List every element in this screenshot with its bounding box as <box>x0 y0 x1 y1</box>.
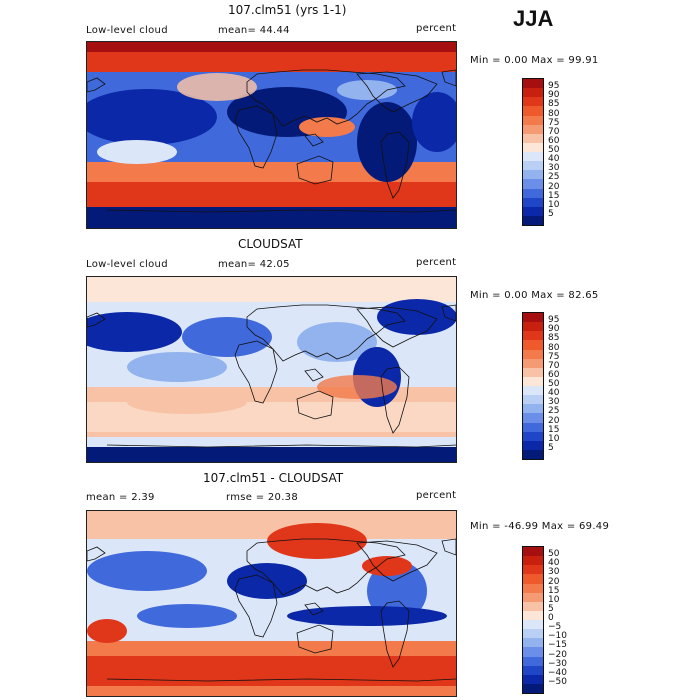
colorbar-tick-label: 20 <box>548 181 560 192</box>
colorbar-tick-label: 75 <box>548 351 560 362</box>
colorbar-tick-label: 80 <box>548 108 560 119</box>
colorbar-tick-label: 40 <box>548 558 560 569</box>
panel-rmse-diff: rmse = 20.38 <box>226 492 299 503</box>
panel-mean-model: mean= 44.44 <box>218 25 290 36</box>
map-model <box>86 41 457 229</box>
colorbar-tick-label: 5 <box>548 442 554 453</box>
colorbar-tick-label: 5 <box>548 603 554 614</box>
colorbar-tick-label: 10 <box>548 433 560 444</box>
minmax-model: Min = 0.00 Max = 99.91 <box>470 55 599 66</box>
minmax-diff: Min = -46.99 Max = 69.49 <box>470 521 610 532</box>
panel-units-model: percent <box>416 23 457 34</box>
panel-units-diff: percent <box>416 490 457 501</box>
colorbar-tick-label: 25 <box>548 406 560 417</box>
panel-units-obs: percent <box>416 257 457 268</box>
colorbar-tick-label: 75 <box>548 117 560 128</box>
colorbar-tick-label: −10 <box>548 631 567 642</box>
colorbar-tick-label: −40 <box>548 667 567 678</box>
colorbar-tick-label: −50 <box>548 676 567 687</box>
panel-title-obs: CLOUDSAT <box>238 237 303 251</box>
colorbar-tick-label: −30 <box>548 658 567 669</box>
colorbar-tick-label: −15 <box>548 640 567 651</box>
colorbar-model <box>522 78 544 226</box>
colorbar-tick-label: 80 <box>548 342 560 353</box>
colorbar-tick-label: 15 <box>548 424 560 435</box>
colorbar-tick-label: 50 <box>548 145 560 155</box>
colorbar-tick-label: 85 <box>548 333 560 344</box>
minmax-obs: Min = 0.00 Max = 82.65 <box>470 290 599 301</box>
colorbar-tick-label: 5 <box>548 208 554 219</box>
colorbar-tick-label: 90 <box>548 324 560 335</box>
colorbar-tick-label: 15 <box>548 585 560 596</box>
colorbar-tick-label: 30 <box>548 163 560 174</box>
colorbar-tick-label: 10 <box>548 199 560 210</box>
colorbar-tick-label: 85 <box>548 99 560 110</box>
colorbar-tick-label: −5 <box>548 622 562 633</box>
colorbar-tick-label: 90 <box>548 90 560 101</box>
colorbar-tick-label: 50 <box>548 379 560 389</box>
colorbar-diff <box>522 546 544 694</box>
colorbar-tick-label: 40 <box>548 154 560 165</box>
panel-left-label-model: Low-level cloud <box>86 25 168 36</box>
colorbar-tick-label: 25 <box>548 172 560 183</box>
colorbar-tick-label: 60 <box>548 369 560 380</box>
colorbar-tick-label: 30 <box>548 567 560 578</box>
colorbar-tick-label: 20 <box>548 415 560 426</box>
panel-mean-obs: mean= 42.05 <box>218 259 290 270</box>
colorbar-tick-label: 70 <box>548 126 560 137</box>
colorbar-tick-label: 0 <box>548 613 554 623</box>
panel-title-model: 107.clm51 (yrs 1-1) <box>228 3 347 17</box>
map-diff <box>86 510 457 697</box>
colorbar-tick-label: 15 <box>548 190 560 201</box>
colorbar-tick-label: 70 <box>548 360 560 371</box>
map-obs <box>86 276 457 463</box>
colorbar-tick-label: 60 <box>548 135 560 146</box>
colorbar-tick-label: −20 <box>548 649 567 660</box>
colorbar-obs <box>522 312 544 460</box>
panel-mean-diff: mean = 2.39 <box>86 492 155 503</box>
panel-left-label-obs: Low-level cloud <box>86 259 168 270</box>
colorbar-tick-label: 50 <box>548 549 560 560</box>
colorbar-tick-label: 10 <box>548 594 560 605</box>
colorbar-tick-label: 30 <box>548 397 560 408</box>
colorbar-tick-label: 95 <box>548 81 560 92</box>
season-label: JJA <box>513 6 554 31</box>
panel-title-diff: 107.clm51 - CLOUDSAT <box>203 471 344 485</box>
colorbar-tick-label: 95 <box>548 315 560 326</box>
colorbar-tick-label: 20 <box>548 576 560 587</box>
colorbar-tick-label: 40 <box>548 388 560 399</box>
